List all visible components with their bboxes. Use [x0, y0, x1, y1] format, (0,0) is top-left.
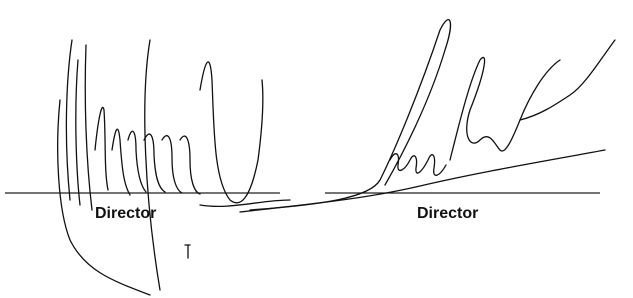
signature-block: Director Director [0, 0, 633, 298]
signature-scribble [240, 20, 615, 212]
signature-label: Director [95, 205, 156, 222]
signature-label: Director [417, 205, 478, 222]
signature-scribble [58, 40, 290, 295]
page: Director Director (() => { const data = … [0, 0, 633, 298]
